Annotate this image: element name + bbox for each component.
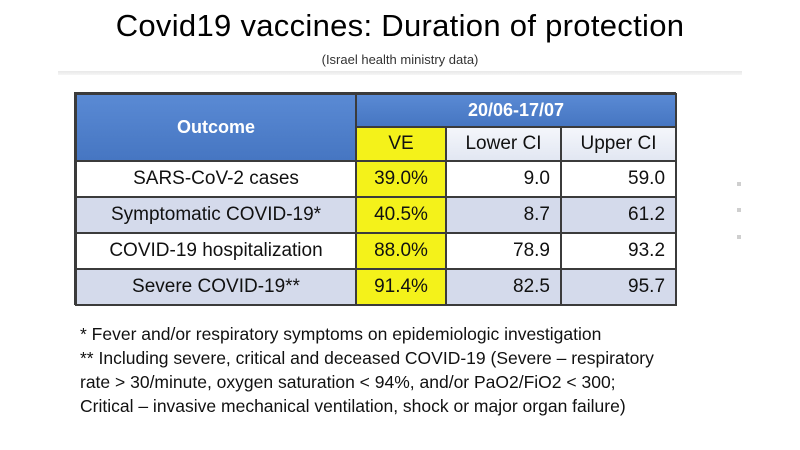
footnote-line: * Fever and/or respiratory symptoms on e…	[80, 324, 602, 344]
table-row: COVID-19 hospitalization 88.0% 78.9 93.2	[75, 232, 678, 270]
upper-ci-cell: 95.7	[559, 268, 678, 306]
ve-cell: 88.0%	[355, 232, 447, 270]
decorative-marks	[737, 180, 743, 250]
footnote-line: ** Including severe, critical and deceas…	[80, 348, 654, 368]
ve-table: Outcome 20/06-17/07 VE Lower CI Upper CI…	[75, 93, 678, 306]
upper-ci-cell: 61.2	[559, 196, 678, 234]
lower-ci-cell: 82.5	[445, 268, 562, 306]
vaccine-effectiveness-table: Outcome 20/06-17/07 VE Lower CI Upper CI…	[74, 92, 678, 306]
lower-ci-cell: 9.0	[445, 160, 562, 198]
lower-ci-column-header: Lower CI	[445, 126, 562, 162]
table-row: Symptomatic COVID-19* 40.5% 8.7 61.2	[75, 196, 678, 234]
ve-cell: 40.5%	[355, 196, 447, 234]
ve-cell: 91.4%	[355, 268, 447, 306]
outcome-cell: COVID-19 hospitalization	[75, 232, 357, 270]
upper-ci-column-header: Upper CI	[559, 126, 678, 162]
period-header: 20/06-17/07	[354, 93, 678, 128]
table-row: SARS-CoV-2 cases 39.0% 9.0 59.0	[75, 160, 678, 198]
lower-ci-cell: 78.9	[445, 232, 562, 270]
outcome-cell: Severe COVID-19**	[75, 268, 357, 306]
outcome-cell: SARS-CoV-2 cases	[75, 160, 357, 198]
ve-cell: 39.0%	[355, 160, 447, 198]
title-divider	[58, 71, 742, 75]
ve-column-header: VE	[355, 126, 447, 162]
outcome-header: Outcome	[75, 93, 357, 162]
footnotes: * Fever and/or respiratory symptoms on e…	[80, 322, 760, 418]
lower-ci-cell: 8.7	[445, 196, 562, 234]
upper-ci-cell: 93.2	[559, 232, 678, 270]
footnote-line: Critical – invasive mechanical ventilati…	[80, 396, 626, 416]
slide-title: Covid19 vaccines: Duration of protection	[115, 8, 685, 43]
upper-ci-cell: 59.0	[559, 160, 678, 198]
outcome-cell: Symptomatic COVID-19*	[75, 196, 357, 234]
table-row: Severe COVID-19** 91.4% 82.5 95.7	[75, 268, 678, 306]
slide-subtitle: (Israel health ministry data)	[321, 52, 479, 67]
footnote-line: rate > 30/minute, oxygen saturation < 94…	[80, 372, 616, 392]
